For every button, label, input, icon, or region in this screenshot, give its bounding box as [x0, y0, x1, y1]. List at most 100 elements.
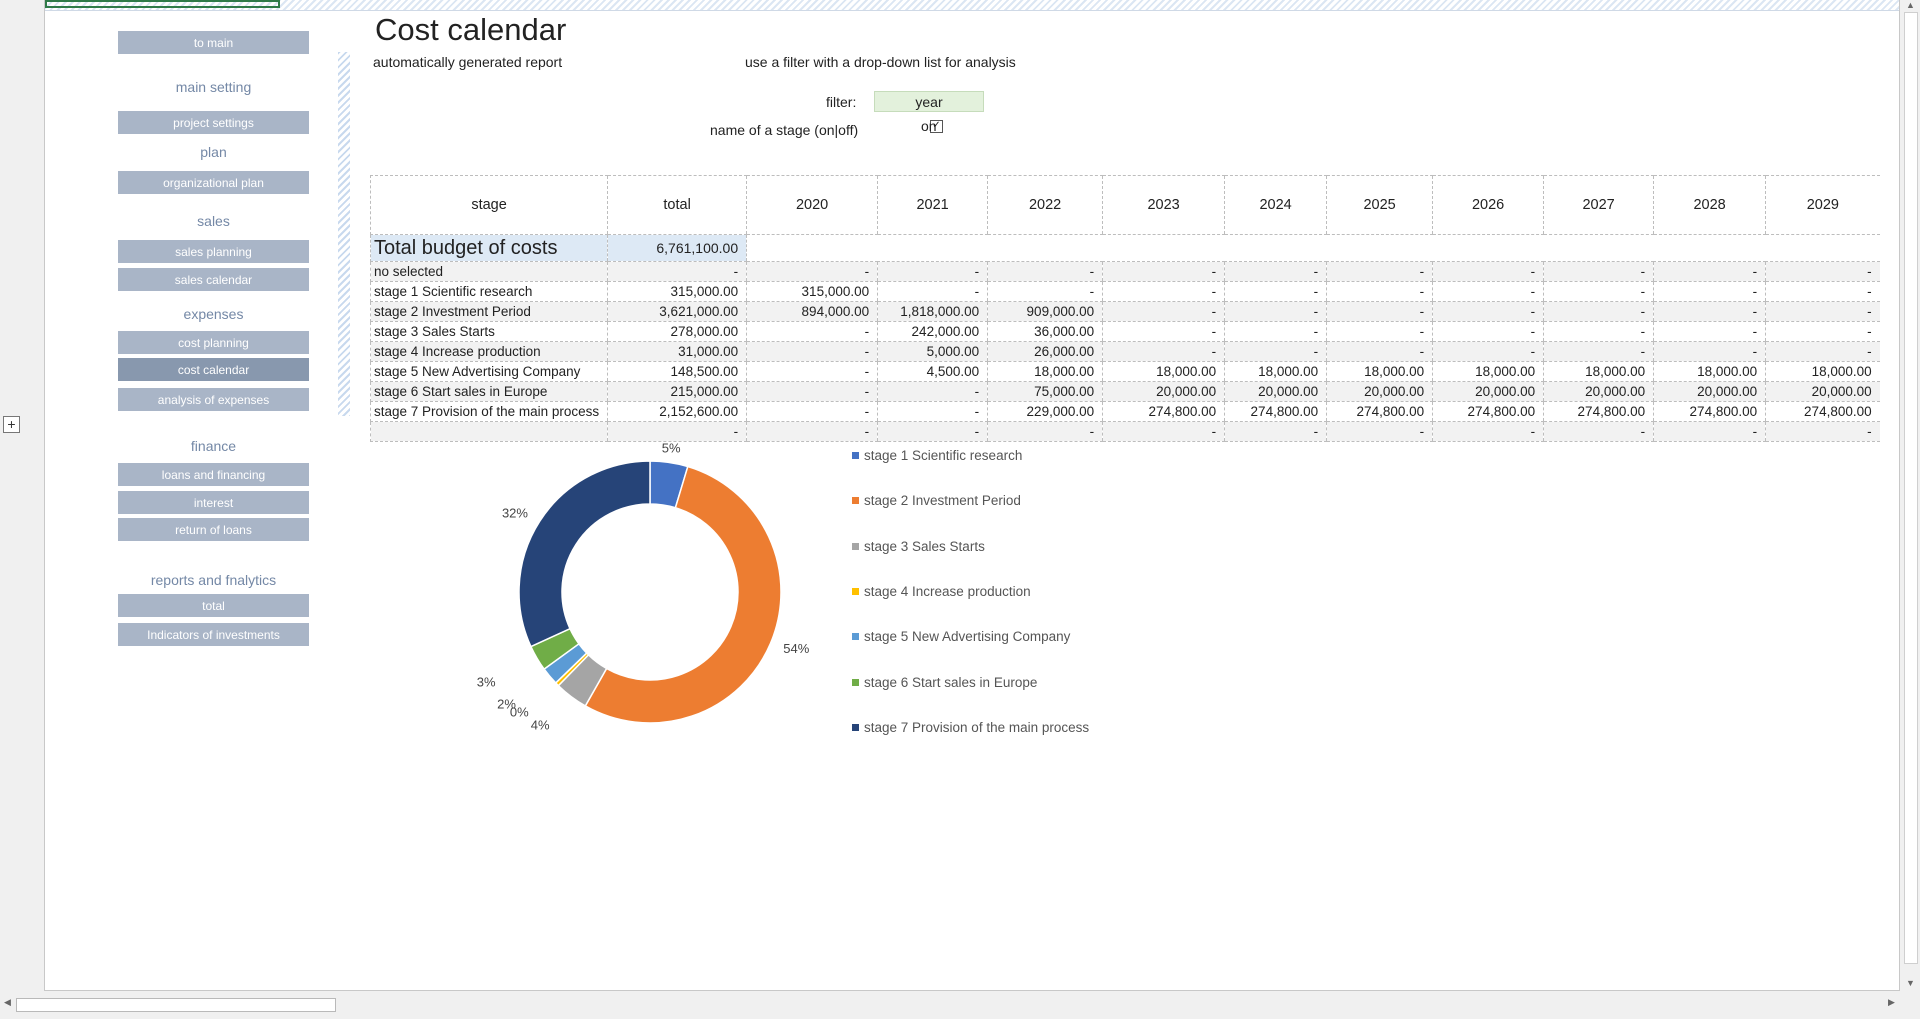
year-value-cell: 274,800.00 — [1543, 401, 1654, 422]
interest-button[interactable]: interest — [118, 491, 309, 514]
sales-calendar-button[interactable]: sales calendar — [118, 268, 309, 291]
scroll-right-icon[interactable]: ▶ — [1888, 997, 1895, 1007]
year-value-cell: - — [1432, 301, 1544, 322]
table-row: stage 4 Increase production 31,000.00-5,0… — [369, 341, 1880, 362]
vertical-scrollbar[interactable]: ▲ ▼ — [1900, 0, 1920, 990]
year-column-header: 2023 — [1102, 175, 1225, 235]
year-value-cell: - — [1326, 421, 1433, 442]
year-value-cell: 274,800.00 — [1224, 401, 1327, 422]
stage-cell: stage 5 New Advertising Company — [369, 361, 608, 382]
vertical-scroll-thumb[interactable] — [1904, 12, 1918, 964]
table-row: no selected - - - - - - - - - - - — [369, 261, 1880, 282]
scroll-up-icon[interactable]: ▲ — [1906, 0, 1915, 10]
year-value-cell: - — [877, 421, 988, 442]
year-value-cell: 18,000.00 — [1653, 361, 1766, 382]
year-value-cell: 242,000.00 — [877, 321, 988, 342]
year-value-cell: 274,800.00 — [1102, 401, 1225, 422]
slice-data-label: 3% — [477, 674, 496, 689]
stage-cell: stage 4 Increase production — [369, 341, 608, 362]
year-value-cell: - — [1326, 281, 1433, 302]
legend-swatch — [852, 542, 859, 550]
legend-label: stage 6 Start sales in Europe — [864, 674, 1038, 690]
cost-doughnut-chart: 5% 54% 4%0%2%3% 32% — [477, 441, 810, 733]
year-value-cell: 274,800.00 — [1765, 401, 1880, 422]
year-value-cell: - — [1326, 341, 1433, 362]
legend-item: stage 4 Increase production — [852, 584, 1031, 599]
legend-label: stage 1 Scientific research — [864, 448, 1023, 463]
top-band — [45, 0, 1899, 11]
doughnut-slice — [518, 460, 651, 648]
table-row: stage 1 Scientific research 315,000.00 315… — [369, 281, 1880, 302]
to-main-button[interactable]: to main — [118, 31, 309, 54]
analysis-of-expenses-button[interactable]: analysis of expenses — [118, 388, 309, 411]
slice-data-label: 0% — [510, 704, 529, 719]
year-value-cell: - — [1102, 421, 1225, 442]
year-value-cell: - — [746, 321, 878, 342]
year-value-cell: - — [1102, 261, 1225, 282]
total-cell: 315,000.00 — [607, 281, 747, 302]
filter-dropdown[interactable]: year — [874, 91, 984, 112]
total-cell: - — [607, 421, 747, 442]
legend-item: stage 7 Provision of the main process — [852, 720, 1089, 735]
table-row: stage 2 Investment Period 3,621,000.00 894… — [369, 301, 1880, 322]
filter-hint: use a filter with a drop-down list for a… — [745, 54, 1016, 70]
year-value-cell: - — [987, 421, 1103, 442]
year-value-cell: - — [1653, 341, 1766, 362]
year-value-cell: - — [1765, 281, 1880, 302]
total-cell: 31,000.00 — [607, 341, 747, 362]
year-value-cell: - — [746, 341, 878, 362]
year-value-cell: - — [1765, 301, 1880, 322]
indicators-of-investments-button[interactable]: Indicators of investments — [118, 623, 309, 646]
year-value-cell: 4,500.00 — [877, 361, 988, 382]
year-value-cell: 894,000.00 — [746, 301, 878, 322]
horizontal-scroll-thumb[interactable] — [16, 998, 336, 1012]
scroll-down-icon[interactable]: ▼ — [1906, 978, 1915, 988]
scroll-left-icon[interactable]: ◀ — [4, 997, 11, 1007]
total-button[interactable]: total — [118, 594, 309, 617]
year-value-cell: 229,000.00 — [987, 401, 1103, 422]
year-value-cell: - — [1543, 261, 1654, 282]
slice-data-label: 2% — [497, 697, 516, 712]
year-column-header: 2021 — [877, 175, 988, 235]
return-of-loans-button[interactable]: return of loans — [118, 518, 309, 541]
legend-swatch — [852, 497, 859, 505]
year-value-cell: 315,000.00 — [746, 281, 878, 302]
year-value-cell: 20,000.00 — [1102, 381, 1225, 402]
sales-planning-button[interactable]: sales planning — [118, 240, 309, 263]
year-value-cell: 20,000.00 — [1224, 381, 1327, 402]
cost-table: stage total 2020 2021 2022 2023 2024 202… — [369, 175, 1880, 442]
cost-planning-button[interactable]: cost planning — [118, 331, 309, 354]
year-value-cell: - — [1432, 321, 1544, 342]
active-cell[interactable] — [45, 0, 280, 8]
stage-cell: stage 6 Start sales in Europe — [369, 381, 608, 402]
loans-and-financing-button[interactable]: loans and financing — [118, 463, 309, 486]
year-value-cell: - — [1224, 421, 1327, 442]
stage-cell: stage 7 Provision of the main process — [369, 401, 608, 422]
year-value-cell: 20,000.00 — [1765, 381, 1880, 402]
year-value-cell: - — [1765, 321, 1880, 342]
year-value-cell: 18,000.00 — [1543, 361, 1654, 382]
year-column-header: 2029 — [1765, 175, 1880, 235]
slice-data-label: 4% — [531, 717, 550, 732]
filter-label: filter: — [826, 94, 857, 110]
legend-item: stage 6 Start sales in Europe — [852, 675, 1037, 690]
year-value-cell: 20,000.00 — [1543, 381, 1654, 402]
table-row: ----------- — [369, 421, 1880, 442]
cost-calendar-button[interactable]: cost calendar — [118, 358, 309, 381]
project-settings-button[interactable]: project settings — [118, 111, 309, 134]
year-value-cell: - — [877, 381, 988, 402]
legend-label: stage 7 Provision of the main process — [864, 719, 1090, 735]
total-cell: 148,500.00 — [607, 361, 747, 382]
total-cell: 278,000.00 — [607, 321, 747, 342]
year-value-cell: 18,000.00 — [1432, 361, 1544, 382]
table-row: stage 7 Provision of the main process 2,1… — [369, 401, 1880, 422]
organizational-plan-button[interactable]: organizational plan — [118, 171, 309, 194]
year-value-cell: - — [1432, 281, 1544, 302]
year-value-cell: 18,000.00 — [1224, 361, 1327, 382]
stage-column-header: stage — [369, 175, 608, 235]
stage-cell: no selected — [369, 261, 608, 282]
horizontal-scrollbar[interactable]: ◀ ▶ — [0, 993, 1900, 1013]
stage-toggle-checkbox[interactable]: ✓ — [930, 120, 943, 133]
expand-group-button[interactable]: + — [3, 416, 20, 433]
year-value-cell: - — [1432, 261, 1544, 282]
